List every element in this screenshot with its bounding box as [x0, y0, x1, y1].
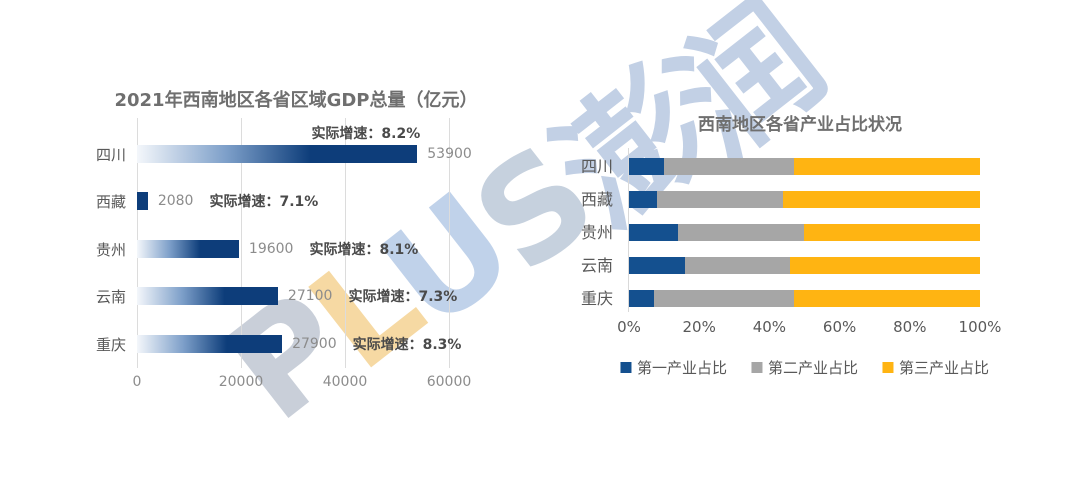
industry-x-tick: 40%: [752, 318, 787, 336]
gdp-value-label: 19600: [248, 241, 294, 257]
gdp-category-label: 云南: [95, 288, 126, 306]
industry-stacked-bar: [629, 257, 980, 274]
industry-segment: [629, 224, 679, 241]
gdp-category-label: 西藏: [95, 193, 126, 211]
legend-swatch-icon: [619, 362, 631, 373]
gdp-growth-label: 实际增速：8.2%: [311, 126, 421, 142]
gdp-gridline: [241, 118, 242, 368]
industry-segment: [653, 290, 794, 307]
gdp-growth-label: 实际增速：8.3%: [352, 337, 462, 353]
legend-label: 第二产业占比: [767, 359, 859, 377]
industry-x-tick: 60%: [822, 318, 857, 336]
gdp-value-label: 27900: [292, 336, 337, 352]
industry-x-tick: 80%: [893, 318, 927, 336]
industry-segment: [685, 257, 791, 274]
gdp-value-label: 53900: [427, 146, 472, 162]
gdp-bar-annotations: 53900: [427, 145, 472, 163]
industry-segment: [678, 224, 805, 241]
industry-segment: [629, 257, 686, 274]
industry-segment: [783, 191, 980, 208]
industry-segment: [790, 257, 980, 274]
industry-segment: [793, 290, 980, 307]
industry-x-tick: 0%: [617, 318, 641, 336]
industry-category-label: 四川: [580, 157, 613, 176]
legend-item: 第三产业占比: [882, 357, 989, 378]
gdp-bar: [137, 192, 148, 210]
industry-stacked-bar: [629, 191, 980, 208]
industry-segment: [664, 158, 794, 175]
legend-item: 第一产业占比: [619, 357, 727, 378]
gdp-bar-annotations: 27900 实际增速：8.3%: [292, 335, 461, 353]
gdp-bar-annotations: 19600 实际增速：8.1%: [249, 240, 418, 258]
legend-swatch-icon: [882, 362, 894, 373]
gdp-gridline: [449, 118, 450, 368]
industry-segment: [629, 191, 658, 208]
gdp-chart-title: 2021年西南地区各省区域GDP总量（亿元）: [114, 90, 478, 111]
industry-segment: [629, 158, 665, 175]
gdp-category-label: 重庆: [95, 336, 126, 354]
gdp-bar-annotations: 2080 实际增速：7.1%: [158, 192, 318, 210]
industry-category-label: 贵州: [580, 223, 613, 242]
industry-chart-title: 西南地区各省产业占比状况: [698, 115, 902, 135]
legend-label: 第一产业占比: [636, 359, 727, 377]
gdp-x-tick: 40000: [322, 374, 368, 390]
industry-segment: [657, 191, 784, 208]
gdp-bar-annotations: 27100 实际增速：7.3%: [288, 287, 457, 305]
industry-stacked-bar: [629, 224, 980, 241]
industry-axis-line: [628, 148, 629, 312]
industry-segment: [629, 290, 654, 307]
industry-stacked-bar: [629, 158, 980, 175]
gdp-bar: [137, 335, 283, 353]
industry-category-label: 云南: [580, 256, 613, 275]
gdp-bar: [137, 145, 418, 163]
gdp-growth-label: 实际增速：7.1%: [209, 194, 319, 210]
gdp-x-tick: 0: [132, 374, 142, 390]
gdp-value-label: 27100: [287, 288, 333, 304]
gdp-value-label: 2080: [157, 193, 194, 209]
gdp-growth-label: 实际增速：8.1%: [309, 242, 419, 258]
gdp-growth-label: 实际增速：7.3%: [348, 289, 458, 305]
industry-segment: [804, 224, 980, 241]
gdp-x-tick: 20000: [218, 374, 264, 390]
industry-category-label: 西藏: [580, 190, 613, 209]
gdp-bar: [137, 240, 239, 258]
gdp-category-label: 贵州: [95, 241, 126, 259]
legend-item: 第二产业占比: [750, 357, 859, 378]
gdp-gridline: [345, 118, 346, 368]
legend-swatch-icon: [750, 362, 762, 373]
gdp-x-tick: 60000: [426, 374, 472, 390]
gdp-bar: [137, 287, 278, 305]
legend-label: 第三产业占比: [899, 359, 990, 377]
industry-segment: [793, 158, 980, 175]
industry-x-tick: 20%: [682, 318, 716, 336]
industry-category-label: 重庆: [580, 289, 613, 308]
industry-legend: 第一产业占比 第二产业占比 第三产业占比: [608, 357, 1001, 378]
industry-x-tick: 100%: [958, 318, 1002, 336]
gdp-category-label: 四川: [95, 146, 126, 164]
industry-stacked-bar: [629, 290, 980, 307]
